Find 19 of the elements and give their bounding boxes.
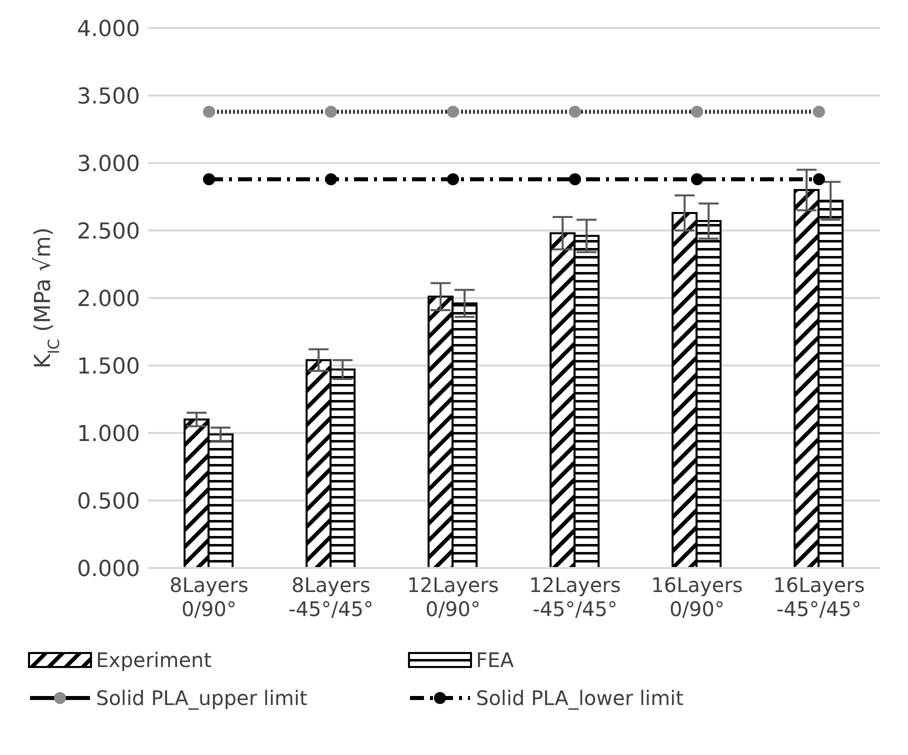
y-tick-label: 2.000 [77,286,140,312]
y-tick-label: 3.000 [77,152,140,177]
y-tick-label: 3.500 [77,84,140,110]
x-tick-label: 16Layers 0/90° [651,573,743,621]
y-tick-label: 4.000 [77,16,140,42]
x-tick-label: 8Layers -45°/45° [288,573,374,621]
x-tick-label: 12Layers 0/90° [407,573,499,621]
legend-label: Solid PLA_lower limit [476,686,684,710]
legend-label: Experiment [96,648,212,672]
y-tick-label: 1.000 [77,422,140,447]
y-tick-label: 0.000 [77,556,140,582]
legend-label: FEA [476,648,514,672]
x-tick-label: 12Layers -45°/45° [529,573,621,621]
y-tick-label: 1.500 [77,354,140,380]
legend-label: Solid PLA_upper limit [96,686,308,710]
y-tick-label: 0.500 [77,489,140,514]
y-tick-label: 2.500 [77,219,140,244]
x-tick-label: 8Layers 0/90° [170,573,248,621]
x-tick-label: 16Layers -45°/45° [773,573,865,621]
